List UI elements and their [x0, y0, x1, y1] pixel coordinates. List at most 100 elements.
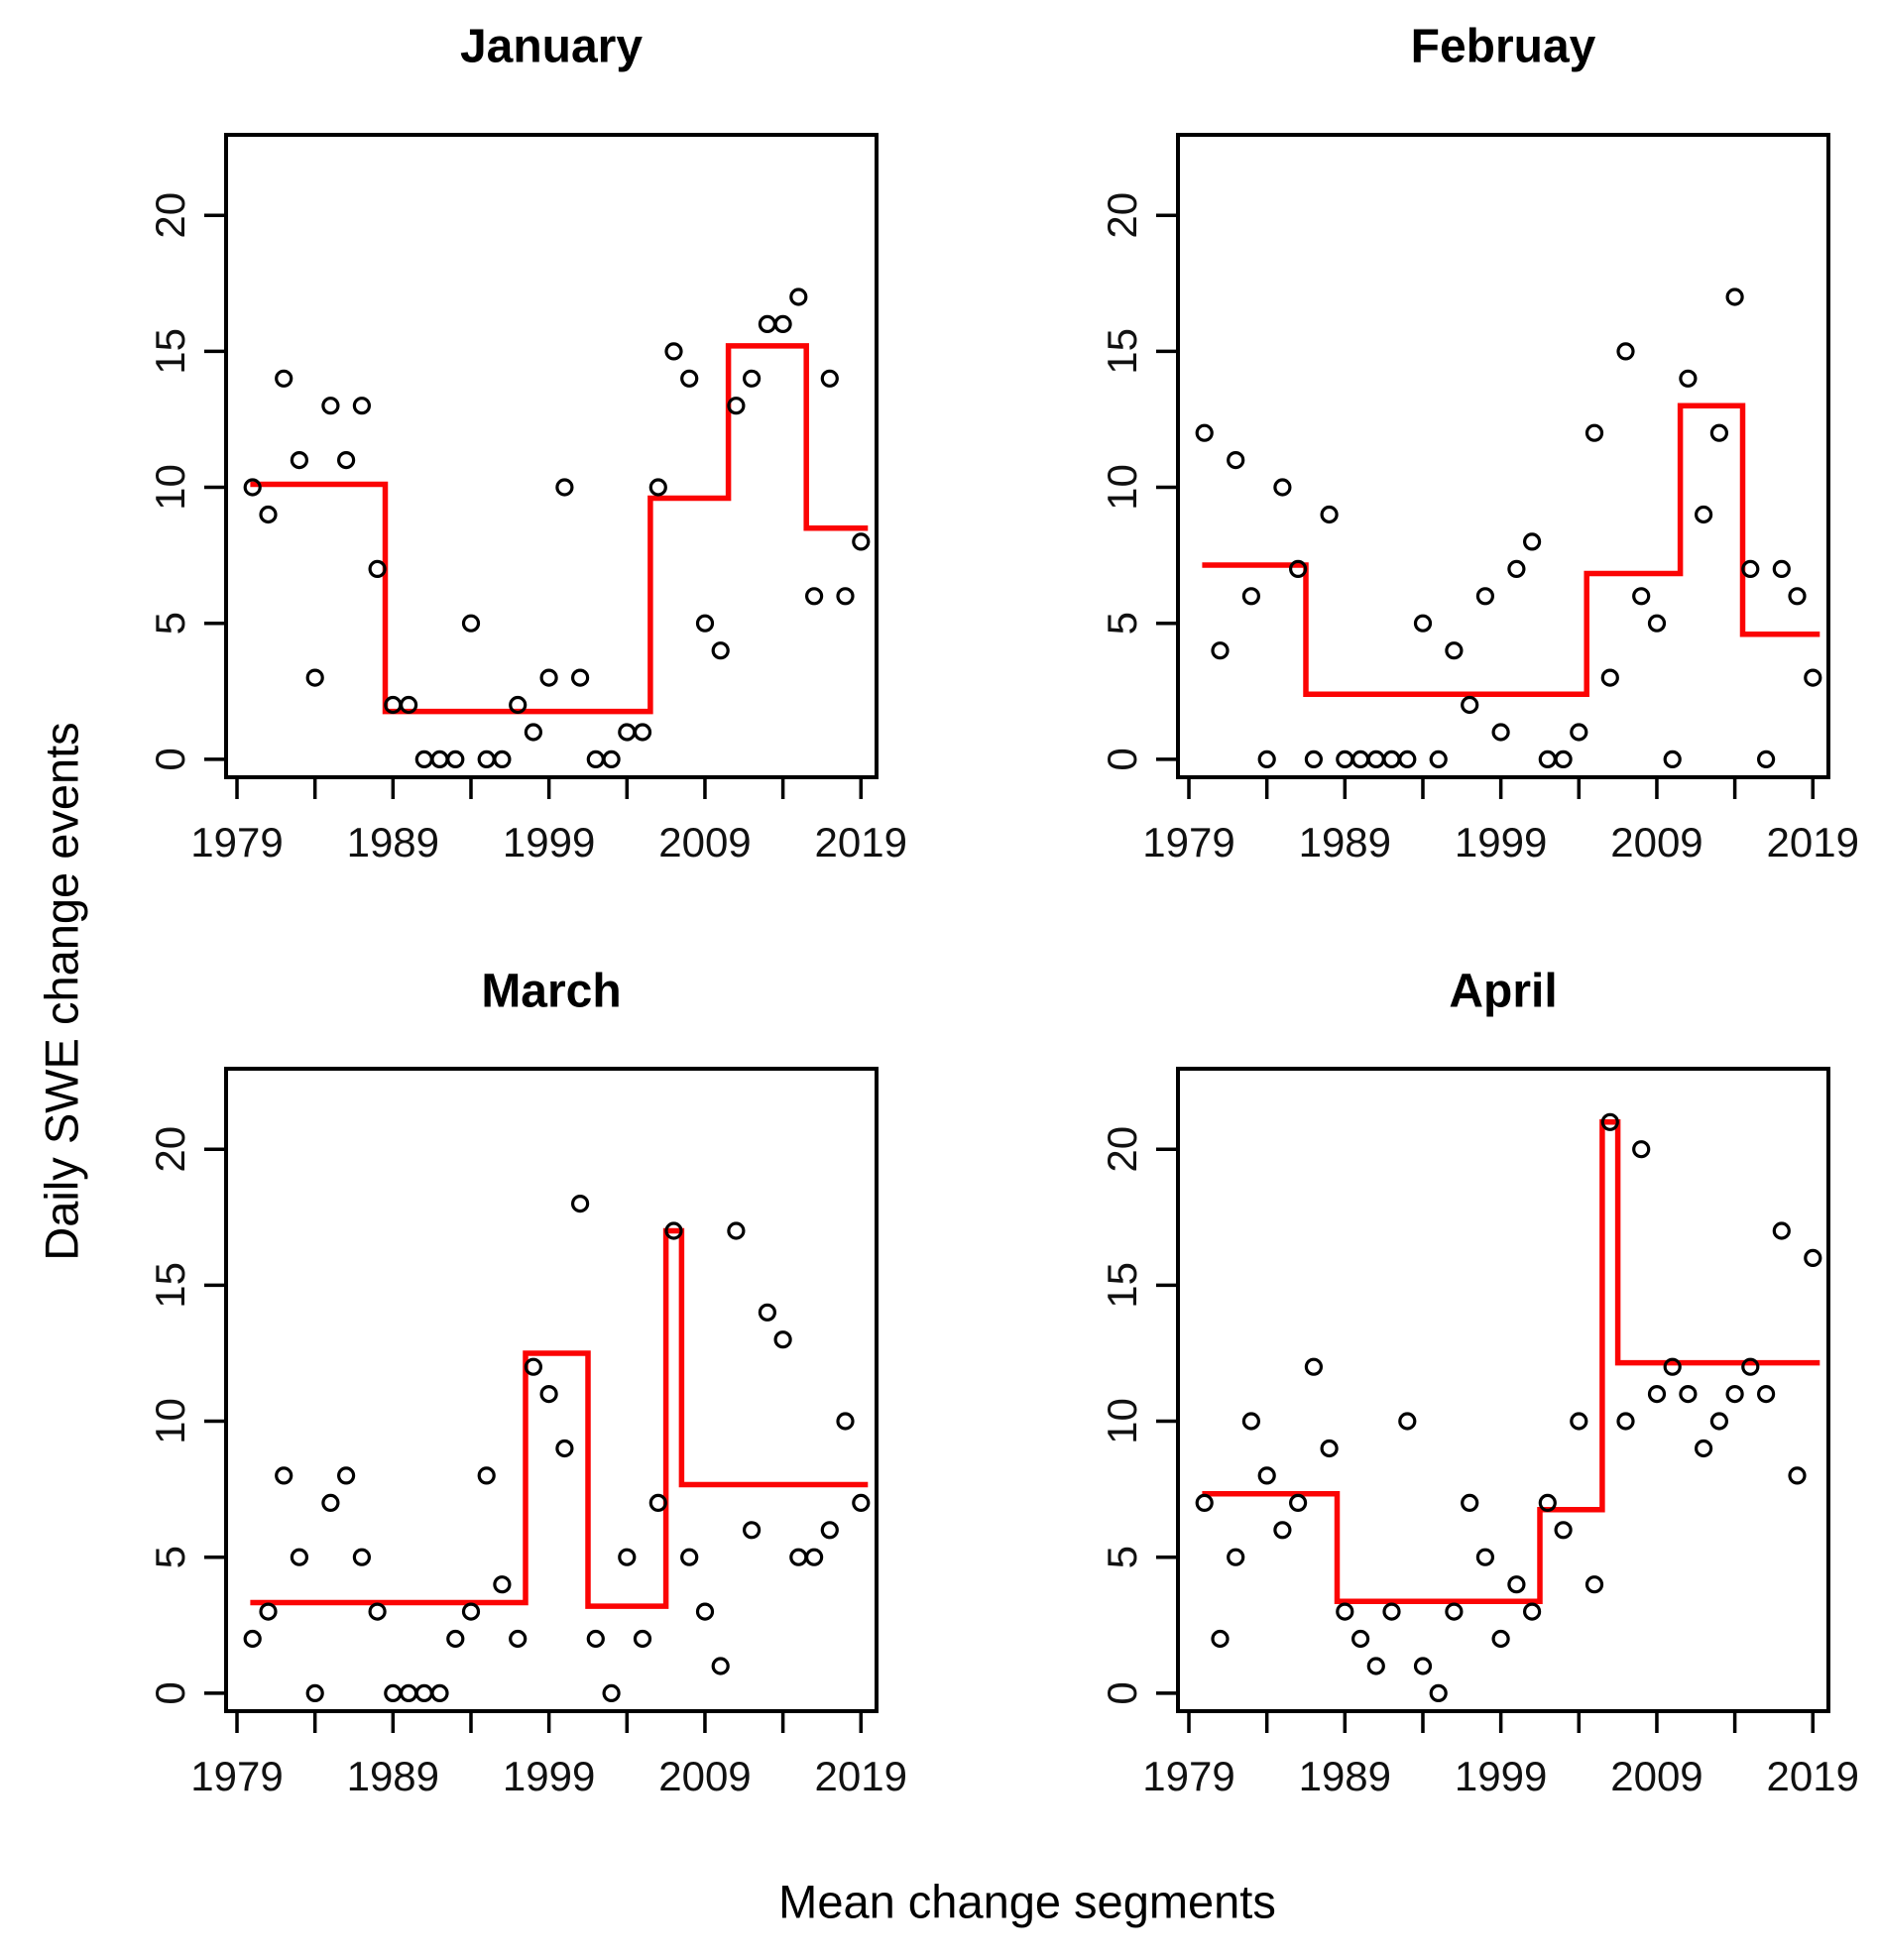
data-point: [836, 1412, 855, 1431]
data-point: [414, 1683, 433, 1703]
data-point: [555, 478, 574, 497]
data-point: [852, 532, 871, 551]
data-point: [648, 1493, 667, 1512]
data-point: [1616, 342, 1635, 361]
x-tick-label: 1989: [1299, 1753, 1391, 1799]
x-tick-label: 1989: [347, 1753, 439, 1799]
data-point: [633, 1629, 652, 1649]
y-tick-label: 15: [147, 1262, 193, 1309]
data-point: [305, 1683, 324, 1703]
x-tick-label: 2019: [1767, 1753, 1859, 1799]
data-point: [1366, 1657, 1385, 1675]
y-tick-label: 5: [147, 1546, 193, 1568]
y-tick-label: 10: [147, 1398, 193, 1444]
mean-segment-line: [250, 343, 869, 715]
data-point: [461, 614, 481, 633]
x-axis-label: Mean change segments: [778, 1875, 1276, 1928]
data-point: [1632, 587, 1651, 606]
data-point: [680, 369, 699, 388]
data-point: [664, 342, 683, 361]
data-point: [1788, 1466, 1807, 1485]
data-point: [1429, 1683, 1448, 1703]
data-point: [711, 1657, 730, 1675]
data-point: [789, 1548, 808, 1566]
data-point: [1741, 1357, 1760, 1376]
data-point: [1647, 614, 1667, 633]
x-tick-label: 1979: [190, 1753, 283, 1799]
february-plot: 1979 1989 1999 2009 2019 0 5 10 15 20: [1099, 133, 1859, 865]
data-point: [602, 749, 621, 769]
data-point: [727, 397, 746, 415]
data-point: [337, 451, 356, 470]
plot-box: [224, 133, 879, 779]
january-plot: 1979 1989 1999 2009 2019 0 5 10 15 20: [147, 133, 907, 865]
data-point: [1804, 1248, 1822, 1267]
x-tick-label: 1979: [1142, 1753, 1234, 1799]
panel-title-march: March: [481, 965, 622, 1018]
data-point: [1475, 1548, 1494, 1566]
y-tick-label: 20: [147, 1126, 193, 1173]
y-tick-label: 5: [1099, 1546, 1145, 1568]
data-point: [1336, 1602, 1354, 1621]
data-point: [461, 1602, 481, 1621]
data-point: [1257, 749, 1276, 769]
data-point: [1195, 423, 1214, 442]
data-point: [430, 749, 449, 769]
data-point: [1694, 1439, 1713, 1458]
data-point: [1289, 1493, 1308, 1512]
data-point: [773, 1330, 792, 1349]
data-point: [1398, 749, 1417, 769]
data-point: [1304, 1357, 1323, 1376]
plot-box: [1176, 1067, 1830, 1713]
data-point: [352, 1548, 371, 1566]
data-point: [1756, 1385, 1776, 1404]
y-tick-label: 15: [1099, 1262, 1145, 1309]
data-point: [1741, 559, 1760, 578]
data-point: [509, 695, 528, 715]
y-tick-label: 5: [147, 612, 193, 634]
data-point: [1413, 614, 1433, 633]
x-tick-label: 1999: [1455, 1753, 1547, 1799]
data-point: [259, 1602, 278, 1621]
data-point: [711, 641, 730, 660]
x-tick-label: 2009: [658, 1753, 751, 1799]
data-point: [321, 397, 340, 415]
data-point: [1382, 749, 1401, 769]
data-point: [1585, 1575, 1604, 1594]
data-point: [524, 1357, 542, 1376]
data-point: [368, 1602, 387, 1621]
data-point: [275, 1466, 293, 1485]
y-tick-label: 10: [1099, 464, 1145, 511]
y-tick-label: 5: [1099, 612, 1145, 634]
y-tick-label: 10: [147, 464, 193, 511]
data-point: [1211, 641, 1230, 660]
y-tick-label: 0: [147, 748, 193, 770]
data-point: [1538, 749, 1557, 769]
y-axis-label: Daily SWE change events: [35, 722, 88, 1261]
data-point: [758, 314, 777, 333]
y-tick-label: 15: [1099, 328, 1145, 375]
data-point: [1351, 749, 1370, 769]
data-point: [430, 1683, 449, 1703]
data-point: [1694, 505, 1713, 524]
data-point: [1554, 749, 1573, 769]
data-point: [727, 1221, 746, 1240]
data-point: [586, 1629, 605, 1649]
data-point: [446, 1629, 465, 1649]
data-point: [524, 723, 542, 742]
data-point: [1273, 478, 1292, 497]
data-point: [539, 668, 558, 687]
y-tick-label: 20: [1099, 192, 1145, 239]
data-point: [1554, 1521, 1573, 1540]
data-point: [1523, 1602, 1542, 1621]
data-point: [539, 1385, 558, 1404]
x-tick-label: 2019: [815, 819, 907, 865]
data-point: [789, 288, 808, 306]
x-tick-label: 2019: [1767, 819, 1859, 865]
data-point: [1398, 1412, 1417, 1431]
data-point: [664, 1221, 683, 1240]
data-point: [1304, 749, 1323, 769]
data-point: [571, 668, 590, 687]
data-point: [477, 1466, 496, 1485]
data-point: [1507, 559, 1526, 578]
